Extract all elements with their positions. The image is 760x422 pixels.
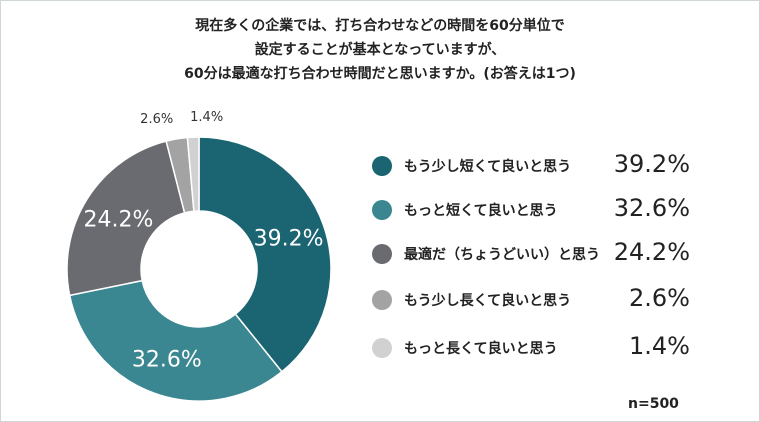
legend-swatch-optimal xyxy=(372,244,392,264)
legend-label-optimal: 最適だ（ちょうどいい）と思う xyxy=(404,247,600,263)
slice-optimal xyxy=(66,140,186,297)
slice-slightly-shorter xyxy=(198,136,332,373)
legend-swatch-slightly-longer xyxy=(372,290,392,310)
legend-value-slightly-shorter: 39.2% xyxy=(613,150,690,178)
question-text: 現在多くの企業では、打ち合わせなどの時間を60分単位で 設定することが基本となっ… xyxy=(0,14,760,86)
slice-much-longer xyxy=(186,136,200,213)
sample-size-label: n=500 xyxy=(628,396,679,412)
legend-value-slightly-longer: 2.6% xyxy=(629,284,690,312)
legend-item-optimal: 最適だ（ちょうどいい）と思う 24.2% xyxy=(372,238,702,268)
legend-swatch-much-shorter xyxy=(372,200,392,220)
legend-item-slightly-longer: もう少し長くて良いと思う 2.6% xyxy=(372,284,702,314)
legend-swatch-slightly-shorter xyxy=(372,156,392,176)
legend-value-much-longer: 1.4% xyxy=(629,332,690,360)
legend-item-slightly-shorter: もう少し短くて良いと思う 39.2% xyxy=(372,150,702,180)
slice-label-slightly-shorter: 39.2% xyxy=(254,226,324,251)
question-line-2: 設定することが基本となっていますが、 xyxy=(254,42,506,58)
legend-label-much-longer: もっと長くて良いと思う xyxy=(404,341,558,357)
slice-label-optimal: 24.2% xyxy=(84,208,154,233)
slice-much-shorter xyxy=(68,279,283,402)
slice-label-slightly-longer: 2.6% xyxy=(140,112,173,127)
legend-value-optimal: 24.2% xyxy=(613,238,690,266)
legend-item-much-longer: もっと長くて良いと思う 1.4% xyxy=(372,332,702,362)
slice-label-much-longer: 1.4% xyxy=(190,110,223,125)
slice-label-much-shorter: 32.6% xyxy=(132,347,202,372)
legend-value-much-shorter: 32.6% xyxy=(613,194,690,222)
legend-label-slightly-longer: もう少し長くて良いと思う xyxy=(404,293,572,309)
legend-label-slightly-shorter: もう少し短くて良いと思う xyxy=(404,159,572,175)
legend-swatch-much-longer xyxy=(372,338,392,358)
question-line-3: 60分は最適な打ち合わせ時間だと思いますか。(お答えは1つ) xyxy=(184,66,576,82)
legend-item-much-shorter: もっと短くて良いと思う 32.6% xyxy=(372,194,702,224)
question-line-1: 現在多くの企業では、打ち合わせなどの時間を60分単位で xyxy=(195,18,565,34)
legend-label-much-shorter: もっと短くて良いと思う xyxy=(404,203,558,219)
